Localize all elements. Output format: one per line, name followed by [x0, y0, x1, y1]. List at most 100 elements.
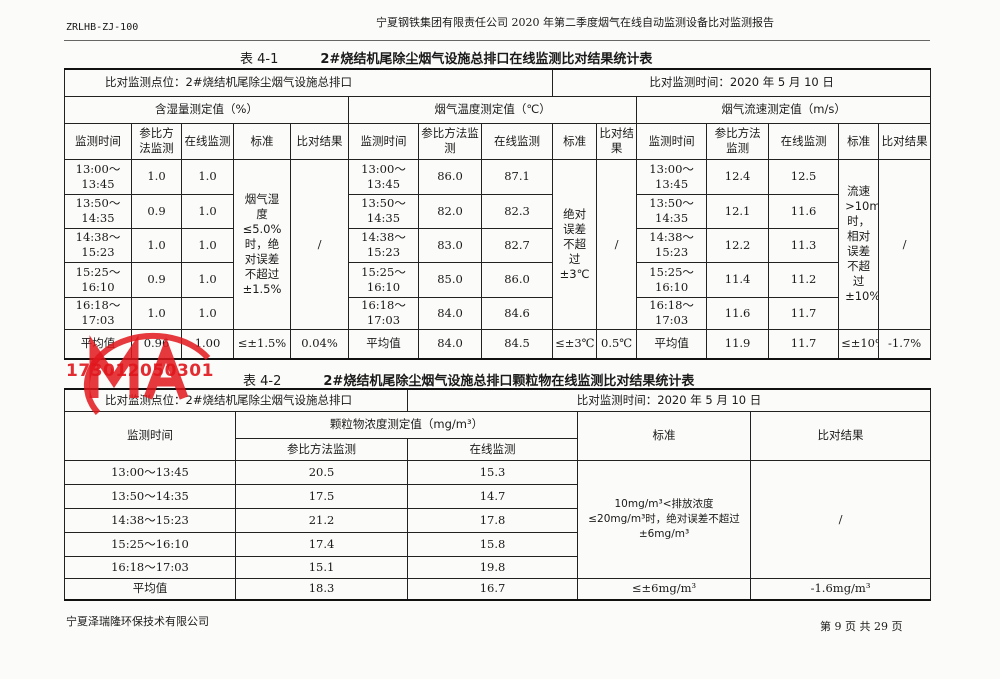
time-cell: 15:25～16:10 [348, 261, 419, 298]
table-row: 14:38～15:23 1.0 1.0 14:38～15:23 83.0 82.7 14:3… [64, 227, 931, 263]
time-cell: 13:00～13:45 [64, 158, 132, 195]
value-cell: 86.0 [418, 158, 482, 195]
value-cell: 11.4 [706, 261, 770, 298]
average-value: ≤±10% [838, 328, 880, 360]
column-header: 在线监测 [181, 122, 234, 160]
header-divider [64, 40, 930, 41]
column-header: 监测时间 [636, 122, 708, 160]
table2-col-group: 颗粒物浓度测定值（mg/m³） [234, 410, 579, 439]
time-cell: 15:25～16:10 [64, 531, 236, 557]
table-row: 13:00～13:45 1.0 1.0 烟气湿度≤5.0%时，绝对误差不超过±1.5%… [64, 158, 932, 330]
table-row: 16:18～17:03 15.1 19.8 [64, 555, 931, 579]
table-row: 15:25～16:10 17.4 15.8 [64, 531, 931, 557]
time-cell: 15:25～16:10 [636, 261, 708, 298]
column-header: 比对结果 [290, 122, 349, 160]
column-header: 比对结果 [878, 122, 932, 160]
table2-col-standard: 标准 [577, 410, 752, 461]
average-row: 平均值 0.96 1.00 ≤±1.5% 0.04% 平均值 84.0 84.5 ≤±3℃ 0.5… [64, 328, 932, 360]
value-cell: 20.5 [234, 459, 409, 485]
group-title: 烟气温度测定值（℃） [347, 95, 638, 124]
average-value: 0.04% [290, 328, 349, 360]
table2-col-time: 监测时间 [64, 410, 236, 461]
value-cell: 86.0 [480, 261, 554, 298]
table2-number: 表 4-2 [243, 374, 282, 389]
table-row: 13:50～14:35 0.9 1.0 13:50～14:35 82.0 82.3 13:5… [64, 193, 931, 229]
time-cell: 14:38～15:23 [64, 507, 236, 533]
time-cell: 14:38～15:23 [348, 227, 419, 263]
table-row: 13:50～14:35 17.5 14.7 [64, 483, 931, 509]
table2-location: 比对监测点位：2#烧结机尾除尘烟气设施总排口 [63, 388, 409, 412]
page-number: 第 9 页 共 29 页 [820, 620, 903, 633]
time-cell: 13:50～14:35 [64, 193, 132, 229]
value-cell: 11.7 [768, 296, 840, 330]
table2-date: 比对监测时间：2020 年 5 月 10 日 [407, 388, 932, 412]
table2-caption: 表 4-2 2#烧结机尾除尘烟气设施总排口颗粒物在线监测比对结果统计表 [243, 370, 694, 389]
group-title: 烟气流速测定值（m/s） [636, 95, 932, 124]
table-row: 14:38～15:23 21.2 17.8 [64, 507, 931, 533]
value-cell: 11.3 [768, 227, 840, 263]
average-value: 11.7 [768, 328, 840, 360]
average-value: 1.00 [181, 328, 234, 360]
value-cell: 87.1 [480, 158, 554, 195]
value-cell: 1.0 [181, 261, 234, 298]
column-header: 标准 [838, 122, 880, 160]
standard-cell: 烟气湿度≤5.0%时，绝对误差不超过±1.5% [233, 158, 291, 330]
table2-col-online: 在线监测 [407, 437, 579, 461]
average-value: -1.6mg/m³ [750, 577, 932, 601]
table1-number: 表 4-1 [240, 52, 279, 67]
value-cell: 11.6 [768, 193, 840, 229]
standard-cell: 流速>10m/s时，相对误差不超过±10% [838, 158, 880, 330]
value-cell: 17.4 [234, 531, 409, 557]
average-value: ≤±6mg/m³ [577, 577, 752, 601]
value-cell: 1.0 [181, 193, 234, 229]
average-label: 平均值 [348, 328, 419, 360]
value-cell: 12.4 [706, 158, 770, 195]
value-cell: 14.7 [407, 483, 579, 509]
value-cell: 1.0 [131, 158, 182, 195]
value-cell: 1.0 [181, 227, 234, 263]
value-cell: 84.0 [418, 296, 482, 330]
report-header-title: 宁夏钢铁集团有限责任公司 2020 年第二季度烟气在线自动监测设备比对监测报告 [376, 16, 774, 29]
value-cell: 0.9 [131, 193, 182, 229]
value-cell: 15.3 [407, 459, 579, 485]
column-header: 参比方法监测 [706, 122, 770, 160]
average-value: 0.96 [131, 328, 182, 360]
table1-title: 2#烧结机尾除尘烟气设施总排口在线监测比对结果统计表 [320, 52, 653, 67]
average-value: 18.3 [234, 577, 409, 601]
time-cell: 13:50～14:35 [636, 193, 708, 229]
time-cell: 13:00～13:45 [64, 459, 236, 485]
value-cell: 12.1 [706, 193, 770, 229]
value-cell: 12.5 [768, 158, 840, 195]
time-cell: 15:25～16:10 [64, 261, 132, 298]
value-cell: 1.0 [131, 227, 182, 263]
average-value: 84.0 [418, 328, 482, 360]
value-cell: 82.7 [480, 227, 554, 263]
value-cell: 82.0 [418, 193, 482, 229]
value-cell: 83.0 [418, 227, 482, 263]
average-value: 16.7 [407, 577, 579, 601]
column-header: 标准 [233, 122, 291, 160]
time-cell: 14:38～15:23 [64, 227, 132, 263]
table1-flue-gas-comparison: 比对监测点位：2#烧结机尾除尘烟气设施总排口 比对监测时间：2020 年 5 月 … [63, 68, 932, 360]
value-cell: 19.8 [407, 555, 579, 579]
value-cell: 85.0 [418, 261, 482, 298]
value-cell: 15.1 [234, 555, 409, 579]
column-header: 参比方法监测 [418, 122, 482, 160]
time-cell: 16:18～17:03 [64, 296, 132, 330]
value-cell: 11.6 [706, 296, 770, 330]
result-cell: / [878, 158, 932, 330]
value-cell: 11.2 [768, 261, 840, 298]
result-cell: / [290, 158, 349, 330]
column-header: 标准 [552, 122, 598, 160]
table2-title: 2#烧结机尾除尘烟气设施总排口颗粒物在线监测比对结果统计表 [323, 374, 695, 389]
table-row: 16:18～17:03 1.0 1.0 16:18～17:03 84.0 84.6 16:1… [64, 296, 931, 330]
standard-cell: 绝对误差不超过±3℃ [552, 158, 598, 330]
stamp-code: 173012050301 [66, 361, 214, 381]
table-row: 15:25～16:10 0.9 1.0 15:25～16:10 85.0 86.0 15:2… [64, 261, 931, 298]
average-value: -1.7% [878, 328, 932, 360]
average-value: 0.5℃ [596, 328, 638, 360]
time-cell: 14:38～15:23 [636, 227, 708, 263]
time-cell: 16:18～17:03 [636, 296, 708, 330]
average-value: 11.9 [706, 328, 770, 360]
value-cell: 17.8 [407, 507, 579, 533]
